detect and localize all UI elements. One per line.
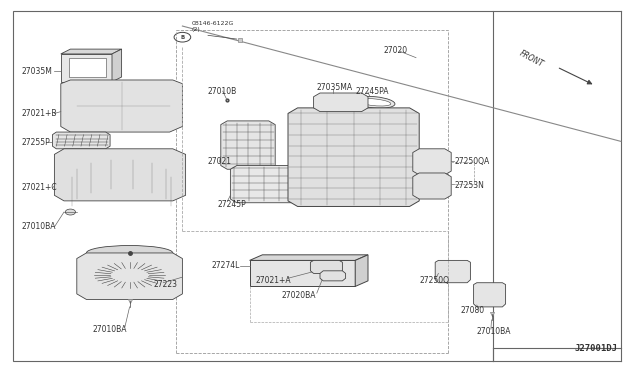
Text: B: B (180, 35, 184, 40)
Text: 27035M: 27035M (21, 67, 52, 76)
Text: 27010BA: 27010BA (21, 222, 56, 231)
Text: 27274L: 27274L (211, 262, 239, 270)
Text: 27250QA: 27250QA (454, 157, 490, 166)
Ellipse shape (86, 246, 173, 260)
Text: 27010BA: 27010BA (477, 327, 511, 336)
Text: 27010B: 27010B (208, 87, 237, 96)
Ellipse shape (91, 94, 152, 118)
Ellipse shape (86, 164, 157, 189)
Polygon shape (355, 255, 368, 286)
Text: 27250Q: 27250Q (419, 276, 449, 285)
Text: FRONT: FRONT (518, 49, 545, 69)
Text: 27010BA: 27010BA (93, 325, 127, 334)
Text: 27021+B: 27021+B (21, 109, 56, 118)
Circle shape (65, 209, 76, 215)
Text: 27021: 27021 (208, 157, 232, 166)
Text: 27080: 27080 (461, 306, 485, 315)
Polygon shape (69, 58, 106, 77)
Ellipse shape (111, 268, 149, 282)
Polygon shape (112, 49, 122, 82)
Ellipse shape (72, 159, 172, 194)
Polygon shape (221, 121, 275, 169)
Text: 27245PA: 27245PA (355, 87, 388, 96)
Polygon shape (288, 108, 419, 206)
Polygon shape (52, 132, 110, 149)
Text: 27253N: 27253N (454, 182, 484, 190)
Polygon shape (61, 54, 112, 82)
Polygon shape (61, 49, 122, 54)
Ellipse shape (95, 262, 165, 288)
Text: 27223: 27223 (154, 280, 178, 289)
Polygon shape (77, 253, 182, 299)
Polygon shape (61, 80, 182, 132)
Text: 27021+A: 27021+A (256, 276, 292, 285)
Polygon shape (250, 255, 368, 260)
Polygon shape (54, 149, 186, 201)
Text: 27245P: 27245P (218, 200, 246, 209)
Ellipse shape (354, 96, 395, 108)
Text: J27001DJ: J27001DJ (575, 344, 618, 353)
Ellipse shape (80, 89, 163, 123)
Text: 27020: 27020 (384, 46, 408, 55)
Ellipse shape (358, 99, 391, 106)
Polygon shape (413, 173, 451, 199)
Polygon shape (310, 260, 342, 273)
Text: 08146-6122G
(2): 08146-6122G (2) (192, 21, 234, 32)
Polygon shape (435, 260, 470, 283)
Polygon shape (413, 149, 451, 175)
Polygon shape (474, 283, 506, 307)
Circle shape (174, 32, 191, 42)
Text: 27021+C: 27021+C (21, 183, 57, 192)
Text: 27255P: 27255P (21, 138, 50, 147)
Polygon shape (320, 271, 346, 281)
Text: 27035MA: 27035MA (317, 83, 353, 92)
Text: 27020BA: 27020BA (282, 291, 316, 300)
Polygon shape (230, 166, 298, 203)
Bar (13, 11, 493, 361)
Polygon shape (250, 260, 355, 286)
Polygon shape (314, 93, 368, 112)
